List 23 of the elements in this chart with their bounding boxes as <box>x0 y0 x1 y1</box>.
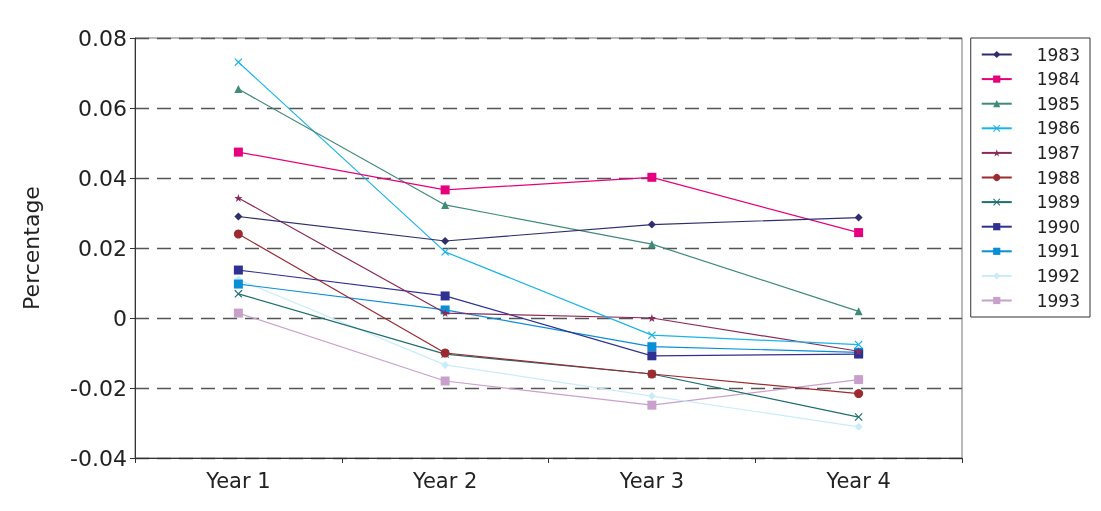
y-tick-label: 0.08 <box>78 25 127 51</box>
x-tick-label: Year 4 <box>825 468 891 493</box>
legend-label: 1983 <box>1036 44 1080 65</box>
legend-label: 1992 <box>1036 265 1080 286</box>
x-tick-label: Year 1 <box>205 468 271 493</box>
y-tick-label: 0.06 <box>78 95 127 121</box>
legend-label: 1986 <box>1036 118 1080 139</box>
y-tick-label: 0.04 <box>78 165 127 191</box>
legend-label: 1984 <box>1036 69 1080 90</box>
x-tick-label: Year 3 <box>618 468 685 493</box>
legend-label: 1985 <box>1036 93 1080 114</box>
y-axis-title: Percentage <box>18 186 44 310</box>
legend-label: 1988 <box>1036 167 1080 188</box>
y-tick-label: 0 <box>113 305 127 331</box>
y-tick-label: 0.02 <box>78 235 127 261</box>
y-tick-label: -0.04 <box>70 445 127 471</box>
legend-label: 1993 <box>1036 290 1080 311</box>
legend-label: 1989 <box>1036 192 1080 213</box>
x-tick-label: Year 2 <box>411 468 478 493</box>
legend-label: 1990 <box>1036 216 1080 237</box>
legend-label: 1987 <box>1036 142 1080 163</box>
legend-label: 1991 <box>1036 241 1080 262</box>
y-tick-label: -0.02 <box>70 375 127 401</box>
